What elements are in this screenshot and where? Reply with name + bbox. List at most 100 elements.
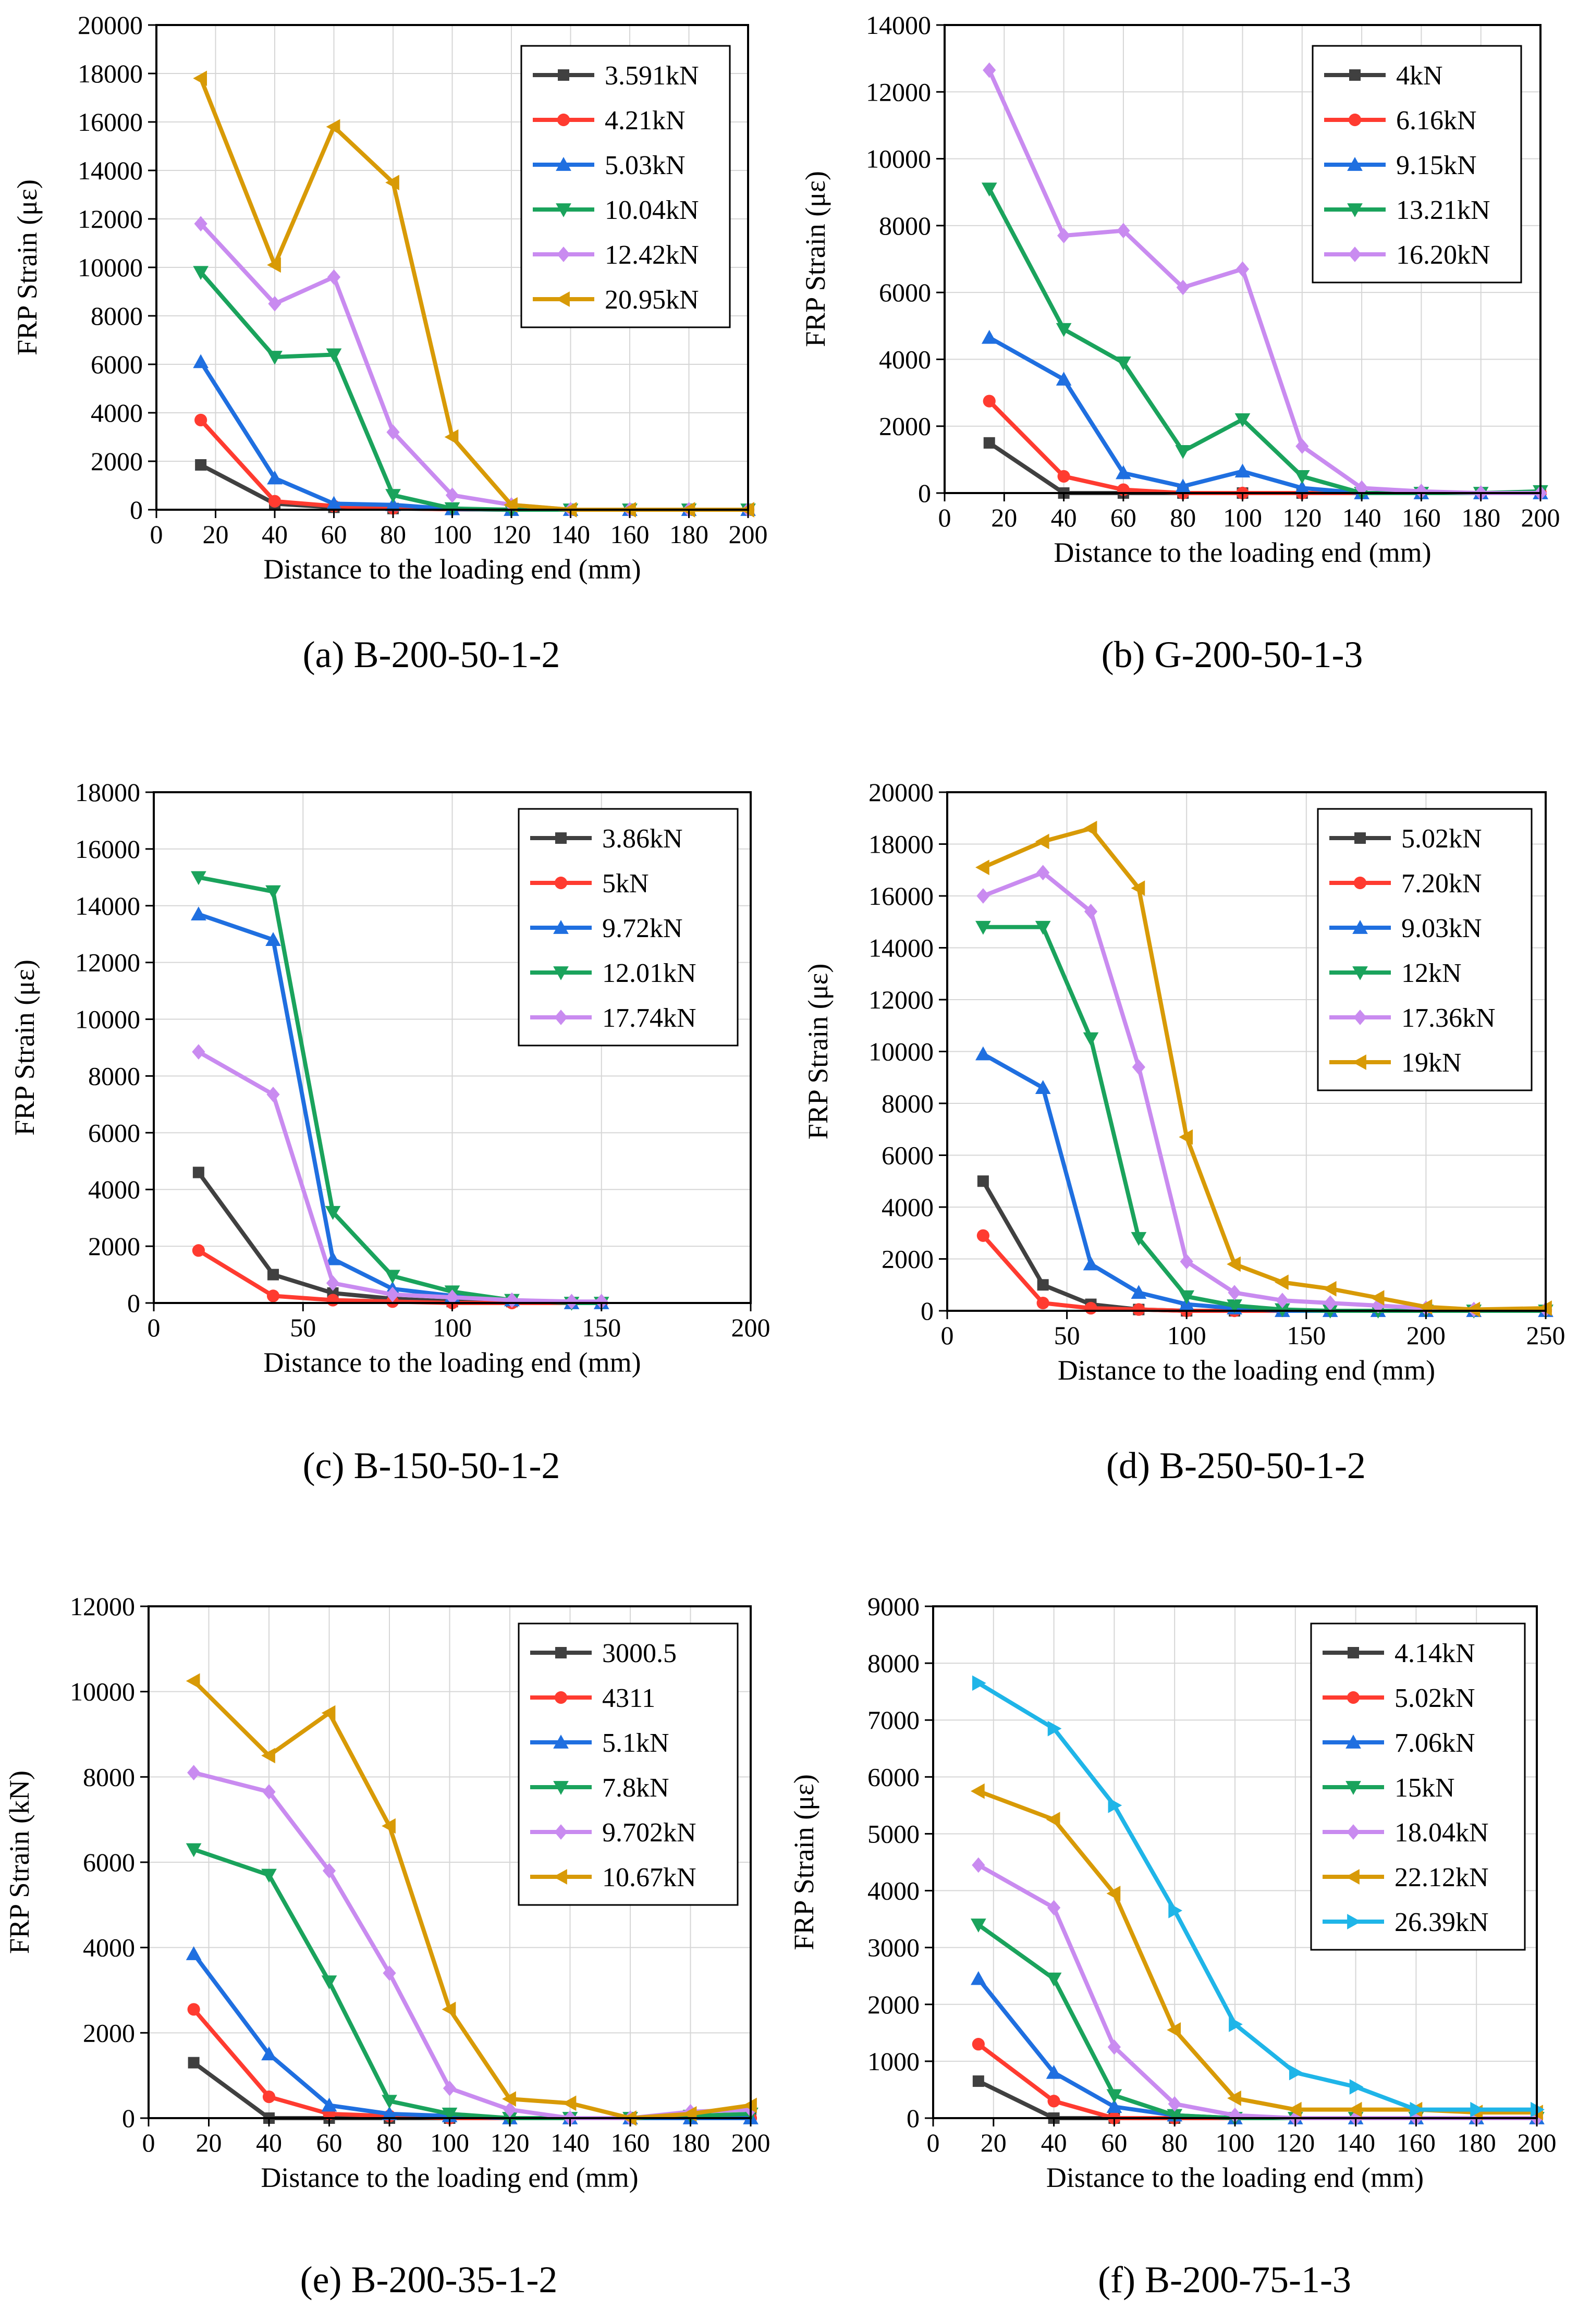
x-tick-label: 140 — [551, 2128, 590, 2157]
data-point — [194, 216, 207, 232]
legend-box — [520, 45, 731, 328]
x-tick-label: 20 — [203, 520, 229, 549]
y-tick-label: 20000 — [78, 10, 143, 40]
y-tick-label: 4000 — [83, 1933, 135, 1962]
y-tick-label: 5000 — [867, 1819, 920, 1848]
data-point — [326, 496, 342, 510]
legend: 3.86kN 5kN 9.72kN 12.01kN 17.74kN — [518, 808, 739, 1047]
legend-marker — [553, 920, 569, 934]
data-point — [976, 1229, 989, 1242]
x-tick-label: 50 — [290, 1313, 316, 1342]
data-point — [187, 1765, 201, 1780]
x-axis-title: Distance to the loading end (mm) — [263, 554, 641, 585]
data-point — [191, 871, 206, 886]
data-point — [972, 1675, 986, 1691]
y-tick-label: 6000 — [867, 1762, 920, 1791]
data-point — [1348, 2101, 1362, 2118]
data-point — [266, 1086, 280, 1102]
legend-marker — [1347, 203, 1363, 217]
y-tick-label: 20000 — [868, 778, 934, 807]
legend-marker — [1353, 1010, 1367, 1025]
data-point — [975, 1046, 991, 1061]
y-tick-label: 6000 — [882, 1141, 934, 1170]
legend-label: 3000.5 — [602, 1639, 677, 1668]
x-tick-label: 180 — [1457, 2128, 1496, 2157]
y-tick-label: 9000 — [867, 1592, 920, 1621]
legend-marker — [1352, 966, 1368, 980]
data-point — [1116, 465, 1131, 479]
legend-label: 18.04kN — [1394, 1818, 1489, 1848]
y-tick-label: 8000 — [882, 1089, 934, 1118]
y-tick-label: 14000 — [75, 891, 140, 920]
y-tick-label: 10000 — [75, 1005, 140, 1034]
data-point — [503, 2101, 517, 2118]
y-tick-label: 0 — [907, 2104, 920, 2133]
data-point — [193, 354, 209, 368]
y-tick-label: 4000 — [867, 1876, 920, 1905]
y-tick-label: 12000 — [866, 77, 931, 106]
y-tick-label: 8000 — [879, 211, 931, 240]
data-point — [565, 1294, 579, 1310]
series — [975, 820, 1552, 1318]
y-tick-label: 10000 — [866, 144, 931, 174]
legend-marker — [553, 1735, 569, 1749]
legend-marker — [554, 1010, 568, 1025]
series — [976, 1229, 1552, 1318]
data-point — [266, 1289, 280, 1302]
data-point — [1180, 1253, 1193, 1270]
data-point — [1294, 480, 1310, 495]
data-point — [385, 497, 401, 511]
legend-label: 7.8kN — [602, 1773, 669, 1803]
data-point — [1116, 356, 1131, 371]
data-point — [1349, 2079, 1364, 2095]
series-line — [988, 336, 1540, 495]
x-tick-label: 180 — [671, 2128, 710, 2157]
y-axis-title: FRP Strain (με) — [800, 171, 831, 347]
legend-marker — [1348, 113, 1362, 127]
legend-label: 7.20kN — [1401, 869, 1482, 899]
legend-marker — [553, 966, 569, 980]
x-tick-label: 150 — [582, 1313, 621, 1342]
legend-label: 4kN — [1396, 61, 1443, 91]
legend-label: 15kN — [1394, 1773, 1455, 1803]
data-point — [1179, 1290, 1195, 1305]
data-point — [972, 1857, 985, 1873]
data-point — [385, 175, 399, 191]
data-point — [321, 1705, 336, 1721]
data-point — [1131, 880, 1145, 896]
figure-caption: (f) B-200-75-1-3 — [1098, 2259, 1351, 2301]
legend-label: 19kN — [1401, 1048, 1462, 1078]
legend: 3.591kN 4.21kN 5.03kN 10.04kN 12.42kN 20.95kN — [520, 45, 731, 328]
x-tick-label: 20 — [196, 2128, 222, 2157]
y-tick-label: 8000 — [88, 1061, 140, 1090]
data-point — [502, 2091, 516, 2107]
legend-marker — [555, 1647, 567, 1658]
legend-marker — [554, 1824, 568, 1840]
y-tick-label: 8000 — [91, 301, 143, 330]
x-tick-label: 0 — [938, 503, 951, 532]
legend-marker — [1349, 69, 1361, 81]
data-point — [1117, 223, 1130, 239]
x-tick-label: 200 — [1518, 2128, 1557, 2157]
legend: 4kN 6.16kN 9.15kN 13.21kN 16.20kN — [1312, 45, 1522, 284]
x-tick-label: 20 — [991, 503, 1017, 532]
series-line — [977, 2042, 1537, 2120]
legend-label: 5.1kN — [602, 1728, 669, 1758]
x-tick-label: 100 — [430, 2128, 469, 2157]
data-point — [1322, 1281, 1337, 1297]
x-tick-label: 180 — [669, 520, 708, 549]
x-tick-label: 140 — [1336, 2128, 1375, 2157]
data-point — [191, 906, 206, 920]
data-point — [382, 1818, 396, 1834]
data-point — [386, 424, 400, 440]
data-point — [971, 1783, 985, 1799]
x-axis-title: Distance to the loading end (mm) — [1058, 1355, 1435, 1386]
legend-label: 9.72kN — [602, 914, 683, 943]
data-point — [1036, 1296, 1049, 1310]
x-tick-label: 60 — [316, 2128, 342, 2157]
series-line — [192, 1952, 751, 2120]
data-point — [1228, 1285, 1241, 1301]
series-line — [192, 1679, 751, 2120]
x-tick-label: 180 — [1461, 503, 1500, 532]
